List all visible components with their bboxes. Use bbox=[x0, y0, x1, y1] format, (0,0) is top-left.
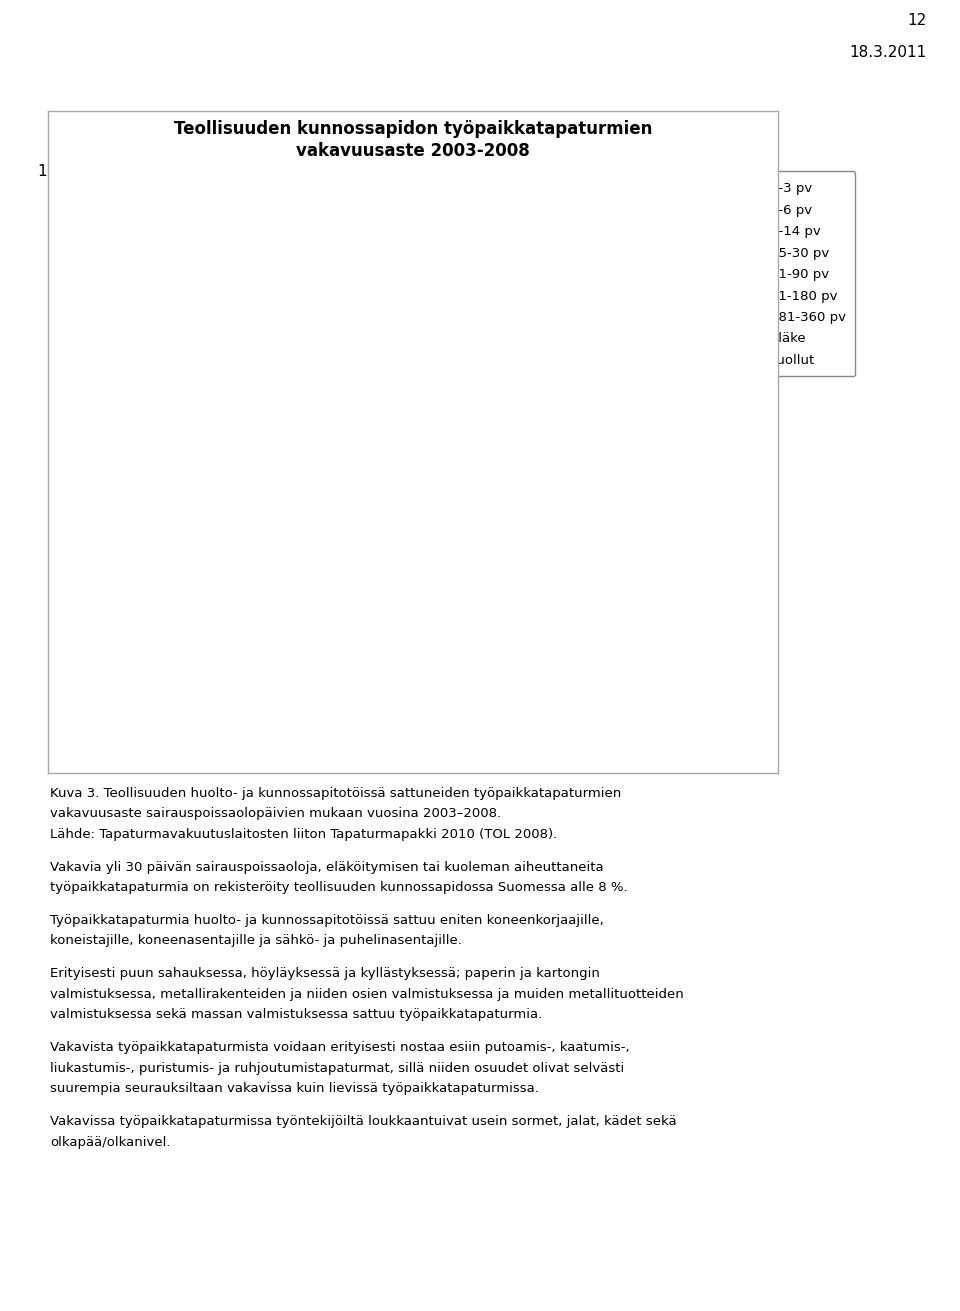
Bar bbox=[121, 176, 171, 458]
Bar bbox=[221, 538, 271, 539]
Bar bbox=[221, 539, 271, 544]
Text: 18,2: 18,2 bbox=[532, 682, 560, 695]
Bar bbox=[621, 594, 671, 642]
Text: 13,3: 13,3 bbox=[332, 511, 360, 524]
Bar bbox=[121, 458, 171, 548]
Text: Kuva 3. Teollisuuden huolto- ja kunnossapitotöissä sattuneiden työpaikkatapaturm: Kuva 3. Teollisuuden huolto- ja kunnossa… bbox=[50, 787, 621, 800]
Bar bbox=[621, 564, 671, 594]
Bar bbox=[421, 606, 471, 648]
Text: Vakavia yli 30 päivän sairauspoissaoloja, eläköitymisen tai kuoleman aiheuttanei: Vakavia yli 30 päivän sairauspoissaoloja… bbox=[50, 860, 604, 873]
Text: 47,8: 47,8 bbox=[232, 316, 260, 329]
Bar bbox=[621, 642, 671, 741]
Text: Työpaikkatapaturmia huolto- ja kunnossapitotöissä sattuu eniten koneenkorjaajill: Työpaikkatapaturmia huolto- ja kunnossap… bbox=[50, 914, 604, 927]
Text: 13,8: 13,8 bbox=[232, 492, 260, 505]
Text: 8,3: 8,3 bbox=[136, 604, 156, 617]
Bar bbox=[421, 481, 471, 566]
Bar bbox=[321, 637, 371, 741]
Bar bbox=[621, 176, 671, 477]
Bar bbox=[321, 562, 371, 594]
Bar bbox=[221, 186, 271, 459]
Bar bbox=[221, 628, 271, 741]
Text: valmistuksessa sekä massan valmistuksessa sattuu työpaikkatapaturmia.: valmistuksessa sekä massan valmistuksess… bbox=[50, 1008, 542, 1021]
Bar bbox=[421, 569, 471, 606]
Bar bbox=[121, 549, 171, 552]
Text: Lähde: Tapaturmavakuutuslaitosten liiton Tapaturmapakki 2010 (TOL 2008).: Lähde: Tapaturmavakuutuslaitosten liiton… bbox=[50, 829, 557, 842]
Bar bbox=[321, 594, 371, 637]
Text: 51,6: 51,6 bbox=[532, 320, 560, 333]
Bar bbox=[521, 558, 571, 589]
Legend: 0-3 pv, 4-6 pv, 7-14 pv, 15-30 pv, 31-90 pv, 91-180 pv, 181-360 pv, eläke, kuoll: 0-3 pv, 4-6 pv, 7-14 pv, 15-30 pv, 31-90… bbox=[732, 172, 855, 376]
Bar bbox=[321, 556, 371, 557]
Text: 4,8: 4,8 bbox=[237, 555, 255, 566]
Bar bbox=[421, 648, 471, 741]
Text: 18.3.2011: 18.3.2011 bbox=[850, 45, 926, 59]
Bar bbox=[621, 560, 671, 564]
Text: 5,4: 5,4 bbox=[636, 573, 655, 585]
Text: Vakavissa työpaikkatapaturmissa työntekijöiltä loukkaantuivat usein sormet, jala: Vakavissa työpaikkatapaturmissa työnteki… bbox=[50, 1114, 677, 1127]
Bar bbox=[321, 557, 371, 561]
Text: suurempia seurauksiltaan vakavissa kuin lievissä työpaikkatapaturmissa.: suurempia seurauksiltaan vakavissa kuin … bbox=[50, 1083, 539, 1096]
Text: 19,7: 19,7 bbox=[232, 678, 260, 691]
Text: 12: 12 bbox=[907, 13, 926, 28]
Text: olkapää/olkanivel.: olkapää/olkanivel. bbox=[50, 1135, 171, 1148]
Text: 5,5: 5,5 bbox=[337, 572, 355, 585]
Bar bbox=[321, 480, 371, 556]
Text: 8,4: 8,4 bbox=[536, 607, 556, 620]
Text: liukastumis-, puristumis- ja ruhjoutumistapaturmat, sillä niiden osuudet olivat : liukastumis-, puristumis- ja ruhjoutumis… bbox=[50, 1062, 624, 1075]
Text: 15,1: 15,1 bbox=[432, 518, 460, 530]
Bar bbox=[321, 176, 371, 480]
Text: 9,5: 9,5 bbox=[236, 595, 256, 608]
Text: 6,4: 6,4 bbox=[437, 581, 455, 594]
Bar bbox=[221, 459, 271, 538]
Bar bbox=[521, 637, 571, 741]
Text: 16,4: 16,4 bbox=[432, 687, 460, 700]
Text: 53,3: 53,3 bbox=[332, 321, 360, 334]
Text: 18,2: 18,2 bbox=[332, 682, 360, 695]
Bar bbox=[221, 547, 271, 574]
Bar bbox=[321, 561, 371, 562]
Bar bbox=[421, 170, 471, 481]
Bar bbox=[621, 477, 671, 556]
Text: 15,7: 15,7 bbox=[132, 496, 160, 509]
Text: 7,6: 7,6 bbox=[336, 608, 356, 621]
Bar bbox=[121, 552, 171, 555]
Text: 13,6: 13,6 bbox=[632, 510, 660, 523]
Bar bbox=[121, 587, 171, 635]
Text: 13,9: 13,9 bbox=[532, 506, 560, 519]
Bar bbox=[121, 555, 171, 587]
Text: 5,3: 5,3 bbox=[537, 568, 555, 581]
Text: 8,5: 8,5 bbox=[636, 612, 656, 625]
Text: 53: 53 bbox=[637, 320, 654, 333]
Bar bbox=[621, 556, 671, 560]
Bar bbox=[121, 635, 171, 741]
Bar bbox=[521, 589, 571, 637]
Text: työpaikkatapaturmia on rekisteröity teollisuuden kunnossapidossa Suomessa alle 8: työpaikkatapaturmia on rekisteröity teol… bbox=[50, 881, 628, 894]
Text: valmistuksessa, metallirakenteiden ja niiden osien valmistuksessa ja muiden meta: valmistuksessa, metallirakenteiden ja ni… bbox=[50, 987, 684, 1000]
Text: Teollisuuden kunnossapidon työpaikkatapaturmien: Teollisuuden kunnossapidon työpaikkatapa… bbox=[174, 119, 652, 138]
Text: Vakavista työpaikkatapaturmista voidaan erityisesti nostaa esiin putoamis-, kaat: Vakavista työpaikkatapaturmista voidaan … bbox=[50, 1041, 630, 1054]
Text: 17,2: 17,2 bbox=[632, 686, 660, 699]
Bar bbox=[521, 473, 571, 552]
Bar bbox=[221, 544, 271, 547]
Text: Erityisesti puun sahauksessa, höyläyksessä ja kyllästyksessä; paperin ja kartong: Erityisesti puun sahauksessa, höyläykses… bbox=[50, 968, 600, 981]
Bar bbox=[521, 556, 571, 558]
Text: koneistajille, koneenasentajille ja sähkö- ja puhelinasentajille.: koneistajille, koneenasentajille ja sähk… bbox=[50, 935, 462, 948]
Text: 54,5: 54,5 bbox=[432, 319, 460, 332]
Text: 7,2: 7,2 bbox=[436, 620, 456, 633]
Bar bbox=[521, 180, 571, 473]
Bar bbox=[521, 555, 571, 556]
Text: 18,6: 18,6 bbox=[132, 682, 160, 695]
Text: vakavuusaste 2003-2008: vakavuusaste 2003-2008 bbox=[296, 142, 530, 160]
Bar bbox=[221, 574, 271, 628]
Text: 49,5: 49,5 bbox=[132, 311, 160, 324]
Text: vakavuusaste sairauspoissaolopäivien mukaan vuosina 2003–2008.: vakavuusaste sairauspoissaolopäivien muk… bbox=[50, 808, 501, 821]
Bar bbox=[421, 566, 471, 569]
Text: 5,7: 5,7 bbox=[137, 565, 156, 578]
